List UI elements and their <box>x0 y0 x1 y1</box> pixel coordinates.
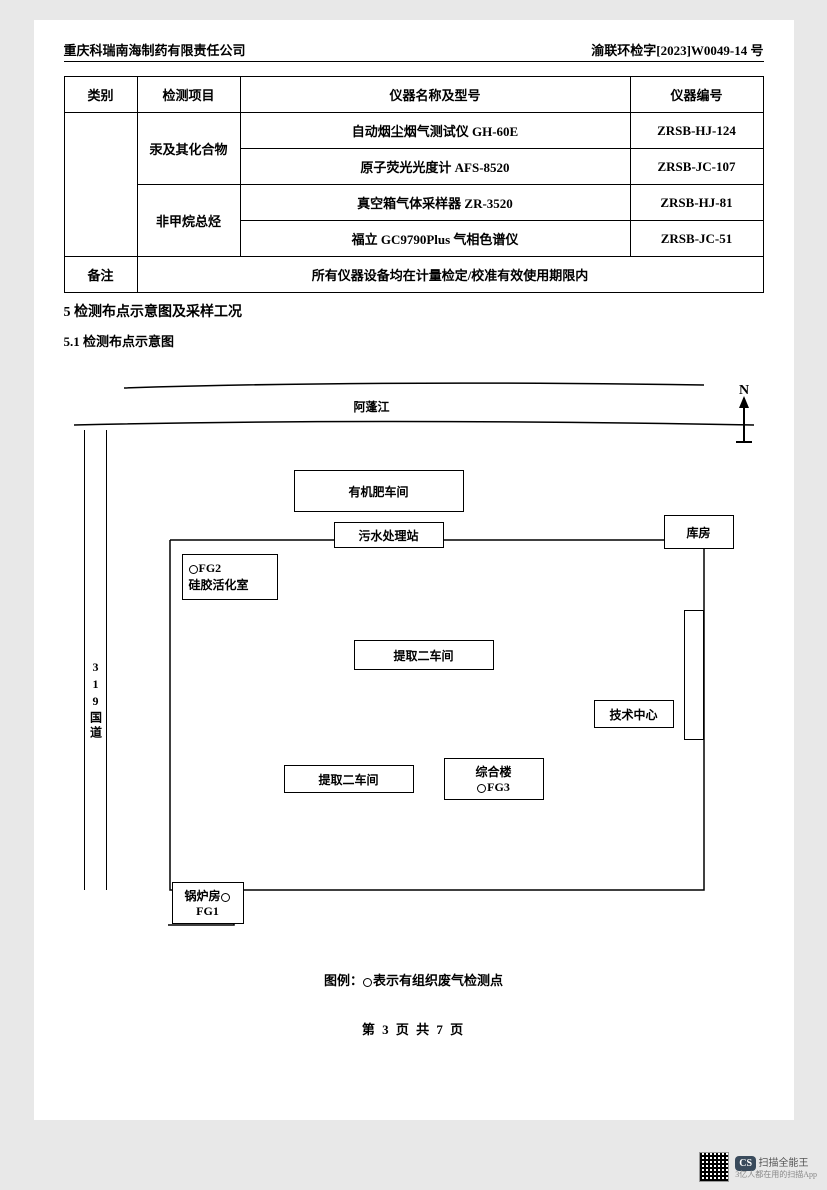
cell-instrument: 福立 GC9790Plus 气相色谱仪 <box>240 221 630 257</box>
legend: 图例： 表示有组织废气检测点 <box>64 970 764 989</box>
box-boiler: 锅炉房 FG1 <box>172 882 244 924</box>
scanner-sub: 3亿人都在用的扫描App <box>735 1170 817 1179</box>
ring-icon <box>189 565 198 574</box>
cell-instrument: 真空箱气体采样器 ZR-3520 <box>240 185 630 221</box>
document-page: 重庆科瑞南海制药有限责任公司 渝联环检字[2023]W0049-14 号 类别 … <box>34 20 794 1120</box>
box-fg2-room: FG2 硅胶活化室 <box>182 554 278 600</box>
fg2-point: FG2 <box>189 561 222 576</box>
box-organic-workshop: 有机肥车间 <box>294 470 464 512</box>
road-label: 319国道 <box>88 660 105 741</box>
scanner-name: 扫描全能王 <box>759 1158 809 1169</box>
th-item: 检测项目 <box>137 77 240 113</box>
table-header-row: 类别 检测项目 仪器名称及型号 仪器编号 <box>64 77 763 113</box>
river-lines <box>74 370 754 460</box>
header-docno: 渝联环检字[2023]W0049-14 号 <box>591 40 763 59</box>
cell-serial: ZRSB-HJ-124 <box>630 113 763 149</box>
qr-icon <box>699 1152 729 1182</box>
warehouse-label: 库房 <box>686 524 710 541</box>
scanner-text: CS 扫描全能王 3亿人都在用的扫描App <box>735 1154 817 1180</box>
road-line-right <box>106 430 108 890</box>
table-row: 非甲烷总烃 真空箱气体采样器 ZR-3520 ZRSB-HJ-81 <box>64 185 763 221</box>
legend-prefix: 图例： <box>324 973 363 988</box>
cell-category-blank <box>64 113 137 257</box>
box-sewage: 污水处理站 <box>334 522 444 548</box>
page-header: 重庆科瑞南海制药有限责任公司 渝联环检字[2023]W0049-14 号 <box>64 40 764 62</box>
fg3-point: FG3 <box>477 780 510 795</box>
header-company: 重庆科瑞南海制药有限责任公司 <box>64 40 246 59</box>
legend-text: 表示有组织废气检测点 <box>373 973 503 988</box>
box-complex: 综合楼 FG3 <box>444 758 544 800</box>
box-extract-lower: 提取二车间 <box>284 765 414 793</box>
box-tech-center: 技术中心 <box>594 700 674 728</box>
th-category: 类别 <box>64 77 137 113</box>
sewage-label: 污水处理站 <box>358 527 418 544</box>
site-diagram: N 阿蓬江 319国道 有机肥车间 污水处理站 <box>74 370 754 930</box>
instrument-table: 类别 检测项目 仪器名称及型号 仪器编号 汞及其化合物 自动烟尘烟气测试仪 GH… <box>64 76 764 293</box>
fg2-room-label: 硅胶活化室 <box>189 576 249 593</box>
cell-group-nmhc: 非甲烷总烃 <box>137 185 240 257</box>
cell-serial: ZRSB-HJ-81 <box>630 185 763 221</box>
table-note-row: 备注 所有仪器设备均在计量检定/校准有效使用期限内 <box>64 257 763 293</box>
road-line-left <box>84 430 86 890</box>
ring-icon <box>363 978 372 987</box>
page-number: 第 3 页 共 7 页 <box>64 1019 764 1038</box>
extract-lower-label: 提取二车间 <box>318 771 378 788</box>
cell-group-mercury: 汞及其化合物 <box>137 113 240 185</box>
extract-upper-label: 提取二车间 <box>393 647 453 664</box>
box-warehouse: 库房 <box>664 515 734 549</box>
scanner-brand: CS <box>735 1156 756 1171</box>
ring-icon <box>477 784 486 793</box>
cell-instrument: 原子荧光光度计 AFS-8520 <box>240 149 630 185</box>
box-extract-upper: 提取二车间 <box>354 640 494 670</box>
river-label: 阿蓬江 <box>354 398 390 415</box>
complex-label: 综合楼 <box>475 763 511 780</box>
fg1-label: FG1 <box>196 904 219 919</box>
th-instrument: 仪器名称及型号 <box>240 77 630 113</box>
th-serial: 仪器编号 <box>630 77 763 113</box>
tech-label: 技术中心 <box>609 706 657 723</box>
box-tall-right <box>684 610 704 740</box>
cell-serial: ZRSB-JC-107 <box>630 149 763 185</box>
section-5-1-title: 5.1 检测布点示意图 <box>64 331 764 350</box>
cell-serial: ZRSB-JC-51 <box>630 221 763 257</box>
cell-instrument: 自动烟尘烟气测试仪 GH-60E <box>240 113 630 149</box>
section-5-title: 5 检测布点示意图及采样工况 <box>64 301 764 321</box>
boiler-label: 锅炉房 <box>184 887 230 904</box>
cell-note-text: 所有仪器设备均在计量检定/校准有效使用期限内 <box>137 257 763 293</box>
organic-label: 有机肥车间 <box>348 483 408 500</box>
table-row: 汞及其化合物 自动烟尘烟气测试仪 GH-60E ZRSB-HJ-124 <box>64 113 763 149</box>
cell-note-label: 备注 <box>64 257 137 293</box>
scanner-watermark: CS 扫描全能王 3亿人都在用的扫描App <box>699 1152 817 1182</box>
ring-icon <box>221 893 230 902</box>
